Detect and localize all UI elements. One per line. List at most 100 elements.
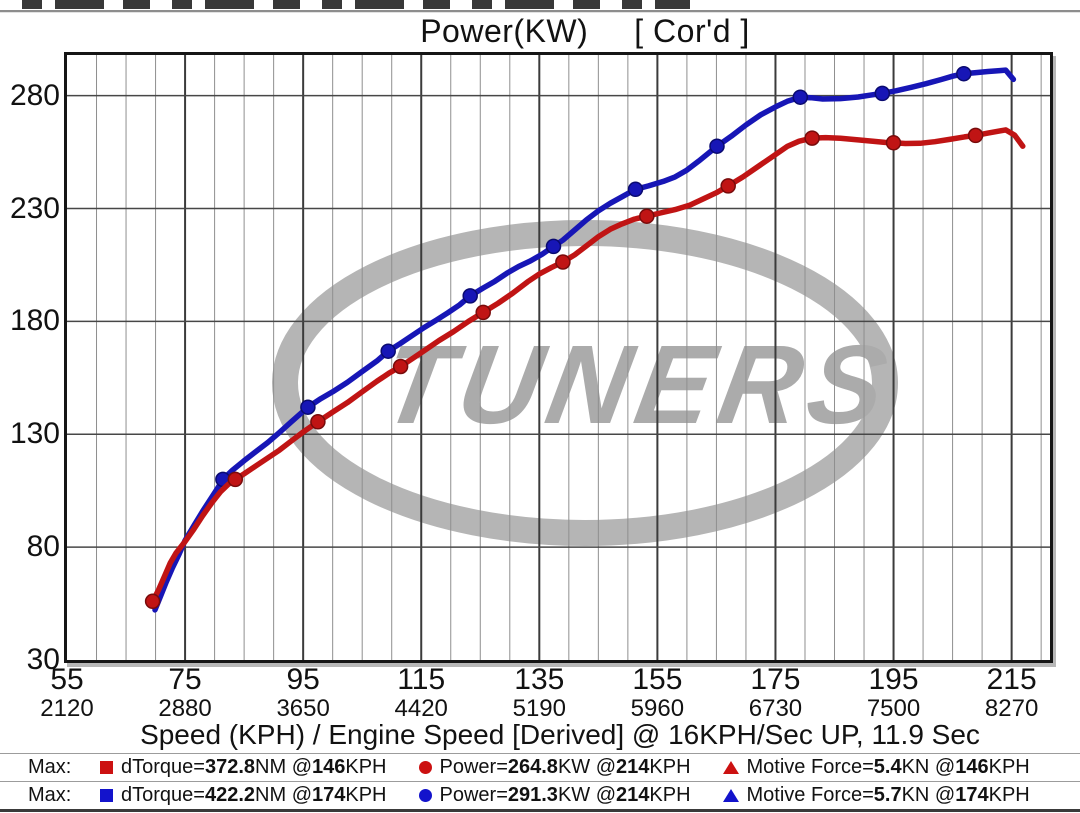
- x-tick-rpm: 5960: [630, 695, 685, 722]
- legend-item-label: dTorque=: [121, 784, 205, 806]
- legend-item-after-value: KN @: [901, 756, 956, 778]
- legend-circle-icon: [418, 789, 432, 802]
- legend-item-after-value: NM @: [255, 784, 312, 806]
- legend: Max: dTorque= 372.8 NM @ 146 KPH Power= 264.…: [0, 753, 1080, 812]
- legend-circle-icon: [418, 761, 432, 774]
- legend-item-label: Motive Force=: [746, 756, 874, 778]
- watermark-text: TUNERS: [373, 322, 903, 447]
- legend-item: Motive Force= 5.7 KN @ 174 KPH: [722, 784, 1030, 807]
- x-tick-speed: 215: [986, 663, 1037, 696]
- legend-item-label: Power=: [439, 756, 508, 778]
- legend-item-at: 174: [955, 784, 989, 806]
- x-tick-rpm: 3650: [276, 695, 330, 722]
- x-tick-speed: 115: [397, 663, 446, 696]
- x-tick-speed: 55: [50, 663, 84, 696]
- legend-square-icon: [100, 789, 113, 802]
- max-label: Max:: [28, 784, 72, 806]
- marker-power-blue: [380, 343, 396, 359]
- legend-item-value: 264.8: [507, 756, 558, 778]
- watermark-ring-icon: [272, 220, 898, 546]
- x-tick-speed: 155: [632, 663, 683, 696]
- legend-item-after-value: KW @: [557, 756, 617, 778]
- legend-item-label: Motive Force=: [746, 784, 874, 806]
- x-tick-rpm: 6730: [748, 695, 803, 722]
- legend-item-at: 214: [616, 756, 650, 778]
- legend-item-value: 372.8: [204, 756, 256, 778]
- legend-item-value: 5.7: [873, 784, 902, 806]
- marker-power-red: [885, 135, 902, 151]
- marker-power-red: [720, 178, 736, 194]
- x-tick-rpm: 2880: [158, 695, 212, 722]
- legend-item-at: 146: [312, 756, 346, 778]
- x-tick-speed: 195: [868, 663, 919, 696]
- marker-power-red: [310, 414, 326, 430]
- chart-title-row: Power(KW) [ Cor'd ]: [0, 13, 1080, 50]
- marker-power-red: [804, 130, 820, 146]
- y-tick-label: 130: [9, 417, 60, 451]
- legend-item-value: 5.4: [873, 756, 902, 778]
- legend-item: Power= 291.3 KW @ 214 KPH: [418, 784, 691, 807]
- header-divider: [0, 10, 1080, 13]
- x-tick-rpm: 2120: [40, 695, 94, 722]
- x-tick-speed: 135: [514, 663, 565, 696]
- y-tick-label: 180: [9, 304, 60, 338]
- marker-power-red: [475, 304, 491, 321]
- legend-triangle-icon: [722, 789, 739, 802]
- legend-item: dTorque= 422.2 NM @ 174 KPH: [100, 784, 387, 807]
- x-tick-speed: 75: [168, 663, 202, 696]
- marker-power-blue: [709, 138, 725, 154]
- x-tick-speed: 95: [286, 663, 320, 696]
- legend-item-after-at: KPH: [345, 784, 387, 806]
- x-axis-title: Speed (KPH) / Engine Speed [Derived] @ 1…: [140, 719, 980, 750]
- max-label: Max:: [28, 756, 72, 778]
- marker-power-blue: [462, 288, 478, 304]
- marker-power-red: [967, 127, 984, 144]
- legend-item-value: 291.3: [507, 784, 558, 806]
- legend-item-at: 146: [955, 756, 989, 778]
- legend-item-after-at: KPH: [649, 756, 691, 778]
- legend-square-icon: [100, 761, 113, 774]
- legend-item-after-at: KPH: [345, 756, 387, 778]
- x-tick-rpm: 5190: [512, 695, 566, 722]
- y-tick-label: 230: [9, 191, 60, 225]
- clipped-header-text: [22, 0, 690, 9]
- x-tick-rpm: 4420: [394, 695, 448, 722]
- x-tick-rpm: 8270: [984, 695, 1039, 722]
- legend-triangle-icon: [722, 761, 739, 774]
- marker-power-red: [639, 208, 655, 224]
- marker-power-red: [392, 358, 409, 375]
- legend-item-after-at: KPH: [988, 756, 1030, 778]
- chart-title-bracket: [ Cor'd ]: [634, 13, 750, 49]
- legend-item-label: Power=: [439, 784, 508, 806]
- marker-power-red: [144, 593, 161, 610]
- legend-item-after-at: KPH: [988, 784, 1030, 806]
- legend-item-after-value: KN @: [901, 784, 956, 806]
- marker-power-red: [555, 254, 571, 270]
- plot-frame: TUNERS: [64, 52, 1053, 663]
- y-tick-label: 80: [26, 530, 60, 564]
- legend-item-at: 174: [312, 784, 346, 806]
- x-tick-speed: 175: [750, 663, 801, 696]
- legend-item-label: dTorque=: [121, 756, 205, 778]
- marker-power-blue: [545, 238, 562, 255]
- marker-power-blue: [956, 65, 972, 82]
- marker-power-blue: [627, 181, 644, 198]
- chart-title: Power(KW): [420, 13, 589, 49]
- legend-item-after-value: NM @: [255, 756, 312, 778]
- legend-row: Max: dTorque= 372.8 NM @ 146 KPH Power= 264.…: [0, 753, 1080, 781]
- legend-item: Power= 264.8 KW @ 214 KPH: [418, 756, 691, 779]
- legend-item-value: 422.2: [204, 784, 256, 806]
- plot-svg: TUNERS: [67, 55, 1050, 660]
- marker-power-blue: [300, 399, 316, 415]
- y-tick-label: 280: [9, 78, 60, 112]
- marker-power-blue: [874, 85, 891, 102]
- marker-power-red: [227, 471, 244, 488]
- legend-row: Max: dTorque= 422.2 NM @ 174 KPH Power= 291.…: [0, 781, 1080, 809]
- x-tick-rpm: 7500: [866, 695, 921, 722]
- legend-item: Motive Force= 5.4 KN @ 146 KPH: [722, 756, 1030, 779]
- legend-item: dTorque= 372.8 NM @ 146 KPH: [100, 756, 387, 779]
- y-tick-label: 30: [26, 643, 60, 676]
- marker-power-blue: [792, 89, 809, 105]
- legend-item-after-at: KPH: [649, 784, 691, 806]
